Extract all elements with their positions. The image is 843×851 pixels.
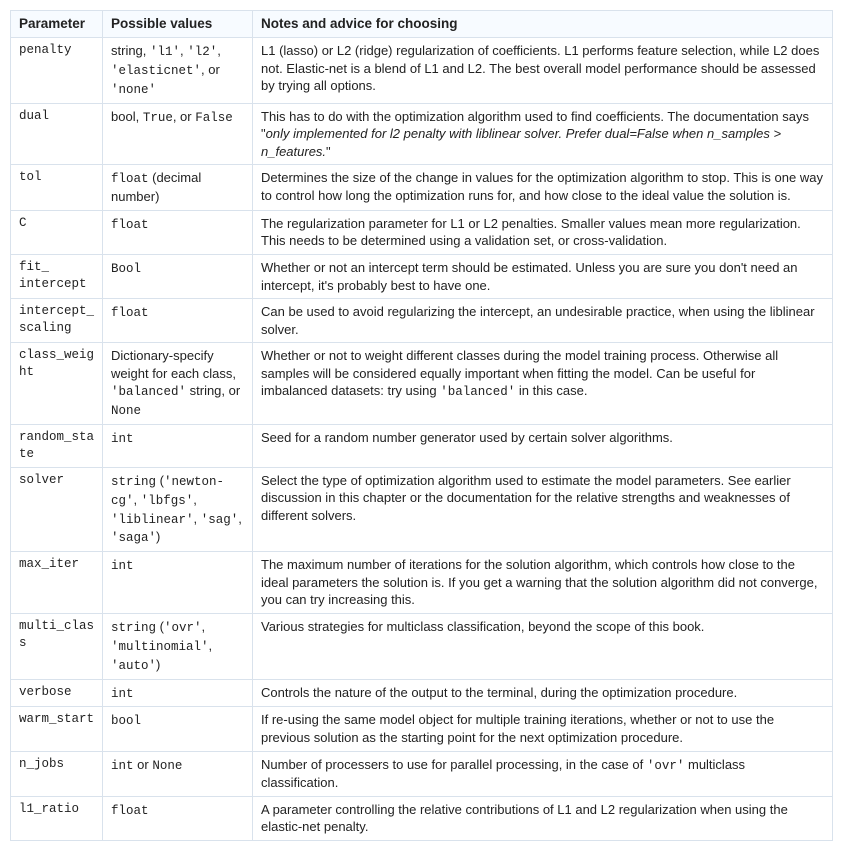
page: Parameter Possible values Notes and advi…	[0, 0, 843, 851]
cell-notes: Select the type of optimization algorith…	[253, 467, 833, 552]
cell-parameter: penalty	[11, 38, 103, 104]
cell-parameter: verbose	[11, 679, 103, 707]
cell-possible-values: string ('newton-cg', 'lbfgs', 'liblinear…	[103, 467, 253, 552]
cell-possible-values: int or None	[103, 751, 253, 796]
cell-possible-values: bool, True, or False	[103, 103, 253, 165]
cell-notes: L1 (lasso) or L2 (ridge) regularization …	[253, 38, 833, 104]
cell-parameter: multi_class	[11, 613, 103, 679]
cell-notes: Seed for a random number generator used …	[253, 425, 833, 468]
cell-possible-values: int	[103, 425, 253, 468]
table-row: random_stateintSeed for a random number …	[11, 425, 833, 468]
table-header-row: Parameter Possible values Notes and advi…	[11, 11, 833, 38]
cell-notes: A parameter controlling the relative con…	[253, 796, 833, 840]
cell-notes: If re-using the same model object for mu…	[253, 707, 833, 751]
table-row: multi_classstring ('ovr', 'multinomial',…	[11, 613, 833, 679]
cell-possible-values: Bool	[103, 255, 253, 299]
cell-possible-values: bool	[103, 707, 253, 751]
cell-notes: Whether or not an intercept term should …	[253, 255, 833, 299]
cell-parameter: l1_ratio	[11, 796, 103, 840]
cell-notes: The regularization parameter for L1 or L…	[253, 210, 833, 254]
table-row: tolfloat (decimal number)Determines the …	[11, 165, 833, 210]
params-table: Parameter Possible values Notes and advi…	[10, 10, 833, 841]
cell-parameter: n_jobs	[11, 751, 103, 796]
table-row: dualbool, True, or FalseThis has to do w…	[11, 103, 833, 165]
table-row: fit_interceptBoolWhether or not an inter…	[11, 255, 833, 299]
table-row: intercept_scalingfloatCan be used to avo…	[11, 299, 833, 343]
cell-notes: Whether or not to weight different class…	[253, 343, 833, 425]
cell-notes: Can be used to avoid regularizing the in…	[253, 299, 833, 343]
table-row: penaltystring, 'l1', 'l2', 'elasticnet',…	[11, 38, 833, 104]
table-row: verboseintControls the nature of the out…	[11, 679, 833, 707]
cell-parameter: warm_start	[11, 707, 103, 751]
table-row: solverstring ('newton-cg', 'lbfgs', 'lib…	[11, 467, 833, 552]
cell-notes: Number of processers to use for parallel…	[253, 751, 833, 796]
cell-parameter: solver	[11, 467, 103, 552]
cell-parameter: random_state	[11, 425, 103, 468]
cell-parameter: tol	[11, 165, 103, 210]
cell-parameter: dual	[11, 103, 103, 165]
cell-possible-values: float (decimal number)	[103, 165, 253, 210]
table-row: n_jobsint or NoneNumber of processers to…	[11, 751, 833, 796]
cell-parameter: intercept_scaling	[11, 299, 103, 343]
table-body: penaltystring, 'l1', 'l2', 'elasticnet',…	[11, 38, 833, 841]
cell-parameter: fit_intercept	[11, 255, 103, 299]
cell-possible-values: Dictionary-specify weight for each class…	[103, 343, 253, 425]
table-row: warm_startboolIf re-using the same model…	[11, 707, 833, 751]
cell-notes: Controls the nature of the output to the…	[253, 679, 833, 707]
cell-parameter: C	[11, 210, 103, 254]
cell-possible-values: float	[103, 796, 253, 840]
col-header-notes: Notes and advice for choosing	[253, 11, 833, 38]
cell-notes: This has to do with the optimization alg…	[253, 103, 833, 165]
table-row: max_iterintThe maximum number of iterati…	[11, 552, 833, 614]
cell-possible-values: int	[103, 679, 253, 707]
cell-possible-values: float	[103, 299, 253, 343]
cell-possible-values: float	[103, 210, 253, 254]
cell-possible-values: int	[103, 552, 253, 614]
col-header-parameter: Parameter	[11, 11, 103, 38]
col-header-possible: Possible values	[103, 11, 253, 38]
cell-parameter: max_iter	[11, 552, 103, 614]
table-row: class_weightDictionary-specify weight fo…	[11, 343, 833, 425]
cell-notes: Various strategies for multiclass classi…	[253, 613, 833, 679]
cell-notes: Determines the size of the change in val…	[253, 165, 833, 210]
cell-possible-values: string ('ovr', 'multinomial', 'auto')	[103, 613, 253, 679]
cell-parameter: class_weight	[11, 343, 103, 425]
cell-possible-values: string, 'l1', 'l2', 'elasticnet', or 'no…	[103, 38, 253, 104]
cell-notes: The maximum number of iterations for the…	[253, 552, 833, 614]
table-row: l1_ratiofloatA parameter controlling the…	[11, 796, 833, 840]
table-row: CfloatThe regularization parameter for L…	[11, 210, 833, 254]
